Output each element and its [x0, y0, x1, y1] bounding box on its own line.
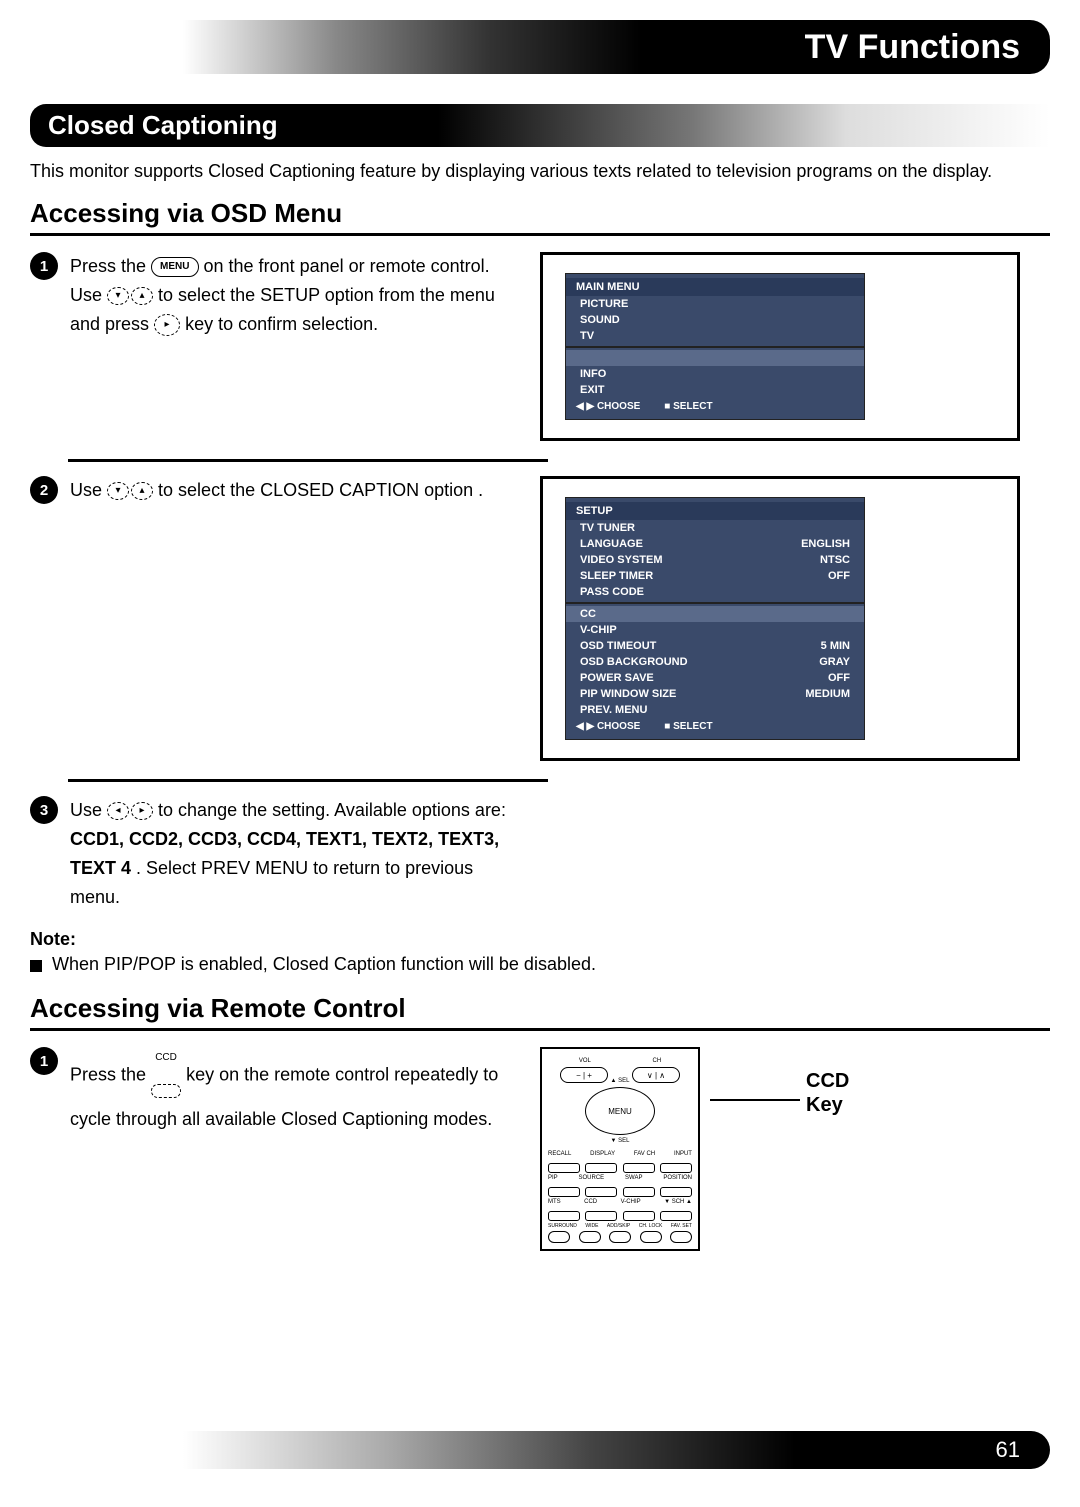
remote-step-1-text: Press the CCD key on the remote control …	[70, 1047, 510, 1133]
osd2-item: OSD BACKGROUNDGRAY	[566, 654, 864, 670]
osd2-item: TV TUNER	[566, 520, 864, 536]
osd2-item: VIDEO SYSTEMNTSC	[566, 552, 864, 568]
osd2-title: SETUP	[566, 502, 864, 520]
osd1-item: TV	[566, 328, 864, 344]
osd-screenshot-1: MAIN MENU PICTURE SOUND TV INFO EXIT ◀ ▶…	[540, 252, 1020, 441]
osd1-item: PICTURE	[566, 296, 864, 312]
step-3-text: Use ◂▸ to change the setting. Available …	[70, 796, 510, 911]
osd-heading: Accessing via OSD Menu	[30, 198, 1050, 236]
step-3-row: 3 Use ◂▸ to change the setting. Availabl…	[30, 796, 1050, 911]
osd1-title: MAIN MENU	[566, 278, 864, 296]
osd1-item: INFO	[566, 366, 864, 382]
ch-rocker-icon: ∨ | ∧	[632, 1067, 680, 1083]
ccd-key-label: CCD	[155, 1052, 177, 1063]
vol-rocker-icon: − | +	[560, 1067, 608, 1083]
page-header-title: TV Functions	[805, 28, 1020, 67]
up-down-arrow-icon: ▾▴	[107, 287, 153, 305]
step-number-2: 2	[30, 476, 58, 504]
ccd-key-icon	[151, 1084, 181, 1098]
page-footer: 61	[30, 1431, 1050, 1469]
step-2-text: Use ▾▴ to select the CLOSED CAPTION opti…	[70, 476, 483, 505]
note-text: When PIP/POP is enabled, Closed Caption …	[52, 954, 596, 975]
remote-diagram: VOL CH − | + ∨ | ∧ MENU RECALLDISPLAYFAV…	[540, 1047, 700, 1251]
step-divider	[68, 779, 548, 782]
osd1-item: SOUND	[566, 312, 864, 328]
osd-screenshot-2: SETUP TV TUNER LANGUAGEENGLISH VIDEO SYS…	[540, 476, 1020, 761]
osd1-item: EXIT	[566, 382, 864, 398]
step-2-row: 2 Use ▾▴ to select the CLOSED CAPTION op…	[30, 476, 1050, 761]
step-number-3: 3	[30, 796, 58, 824]
step-number-1: 1	[30, 1047, 58, 1075]
remote-step-1-row: 1 Press the CCD key on the remote contro…	[30, 1047, 1050, 1251]
note-block: Note: When PIP/POP is enabled, Closed Ca…	[30, 929, 1050, 975]
menu-button-icon: MENU	[151, 257, 198, 277]
osd2-item: V-CHIP	[566, 622, 864, 638]
section-title: Closed Captioning	[48, 110, 278, 140]
section-title-bar: Closed Captioning	[30, 104, 1050, 147]
left-right-arrow-icon: ◂▸	[107, 802, 153, 820]
osd2-footer: ◀ ▶ CHOOSE ■ SELECT	[566, 718, 864, 735]
step-1-row: 1 Press the MENU on the front panel or r…	[30, 252, 1050, 441]
ccd-callout-label: CCD	[806, 1069, 849, 1093]
right-arrow-icon: ▸	[154, 314, 180, 336]
osd2-item: PASS CODE	[566, 584, 864, 600]
osd2-item: PIP WINDOW SIZEMEDIUM	[566, 686, 864, 702]
up-down-arrow-icon: ▾▴	[107, 482, 153, 500]
step-divider	[68, 459, 548, 462]
menu-button-icon: MENU	[585, 1087, 655, 1135]
osd2-item: PREV. MENU	[566, 702, 864, 718]
osd2-item: LANGUAGEENGLISH	[566, 536, 864, 552]
step-number-1: 1	[30, 252, 58, 280]
osd2-item: CC	[566, 606, 864, 622]
page-header: TV Functions	[30, 20, 1050, 74]
osd1-item	[566, 350, 864, 366]
osd2-item: OSD TIMEOUT5 MIN	[566, 638, 864, 654]
step-1-text: Press the MENU on the front panel or rem…	[70, 252, 510, 338]
ccd-callout-label2: Key	[806, 1093, 849, 1117]
note-title: Note:	[30, 929, 1050, 950]
osd2-item: SLEEP TIMEROFF	[566, 568, 864, 584]
osd1-footer: ◀ ▶ CHOOSE ■ SELECT	[566, 398, 864, 415]
ccd-callout: CCD Key	[710, 1047, 849, 1117]
remote-heading: Accessing via Remote Control	[30, 993, 1050, 1031]
section-intro: This monitor supports Closed Captioning …	[30, 159, 1050, 184]
bullet-square-icon	[30, 960, 42, 972]
osd2-item: POWER SAVEOFF	[566, 670, 864, 686]
ccd-remote-key	[585, 1211, 617, 1221]
page-number: 61	[996, 1437, 1020, 1463]
